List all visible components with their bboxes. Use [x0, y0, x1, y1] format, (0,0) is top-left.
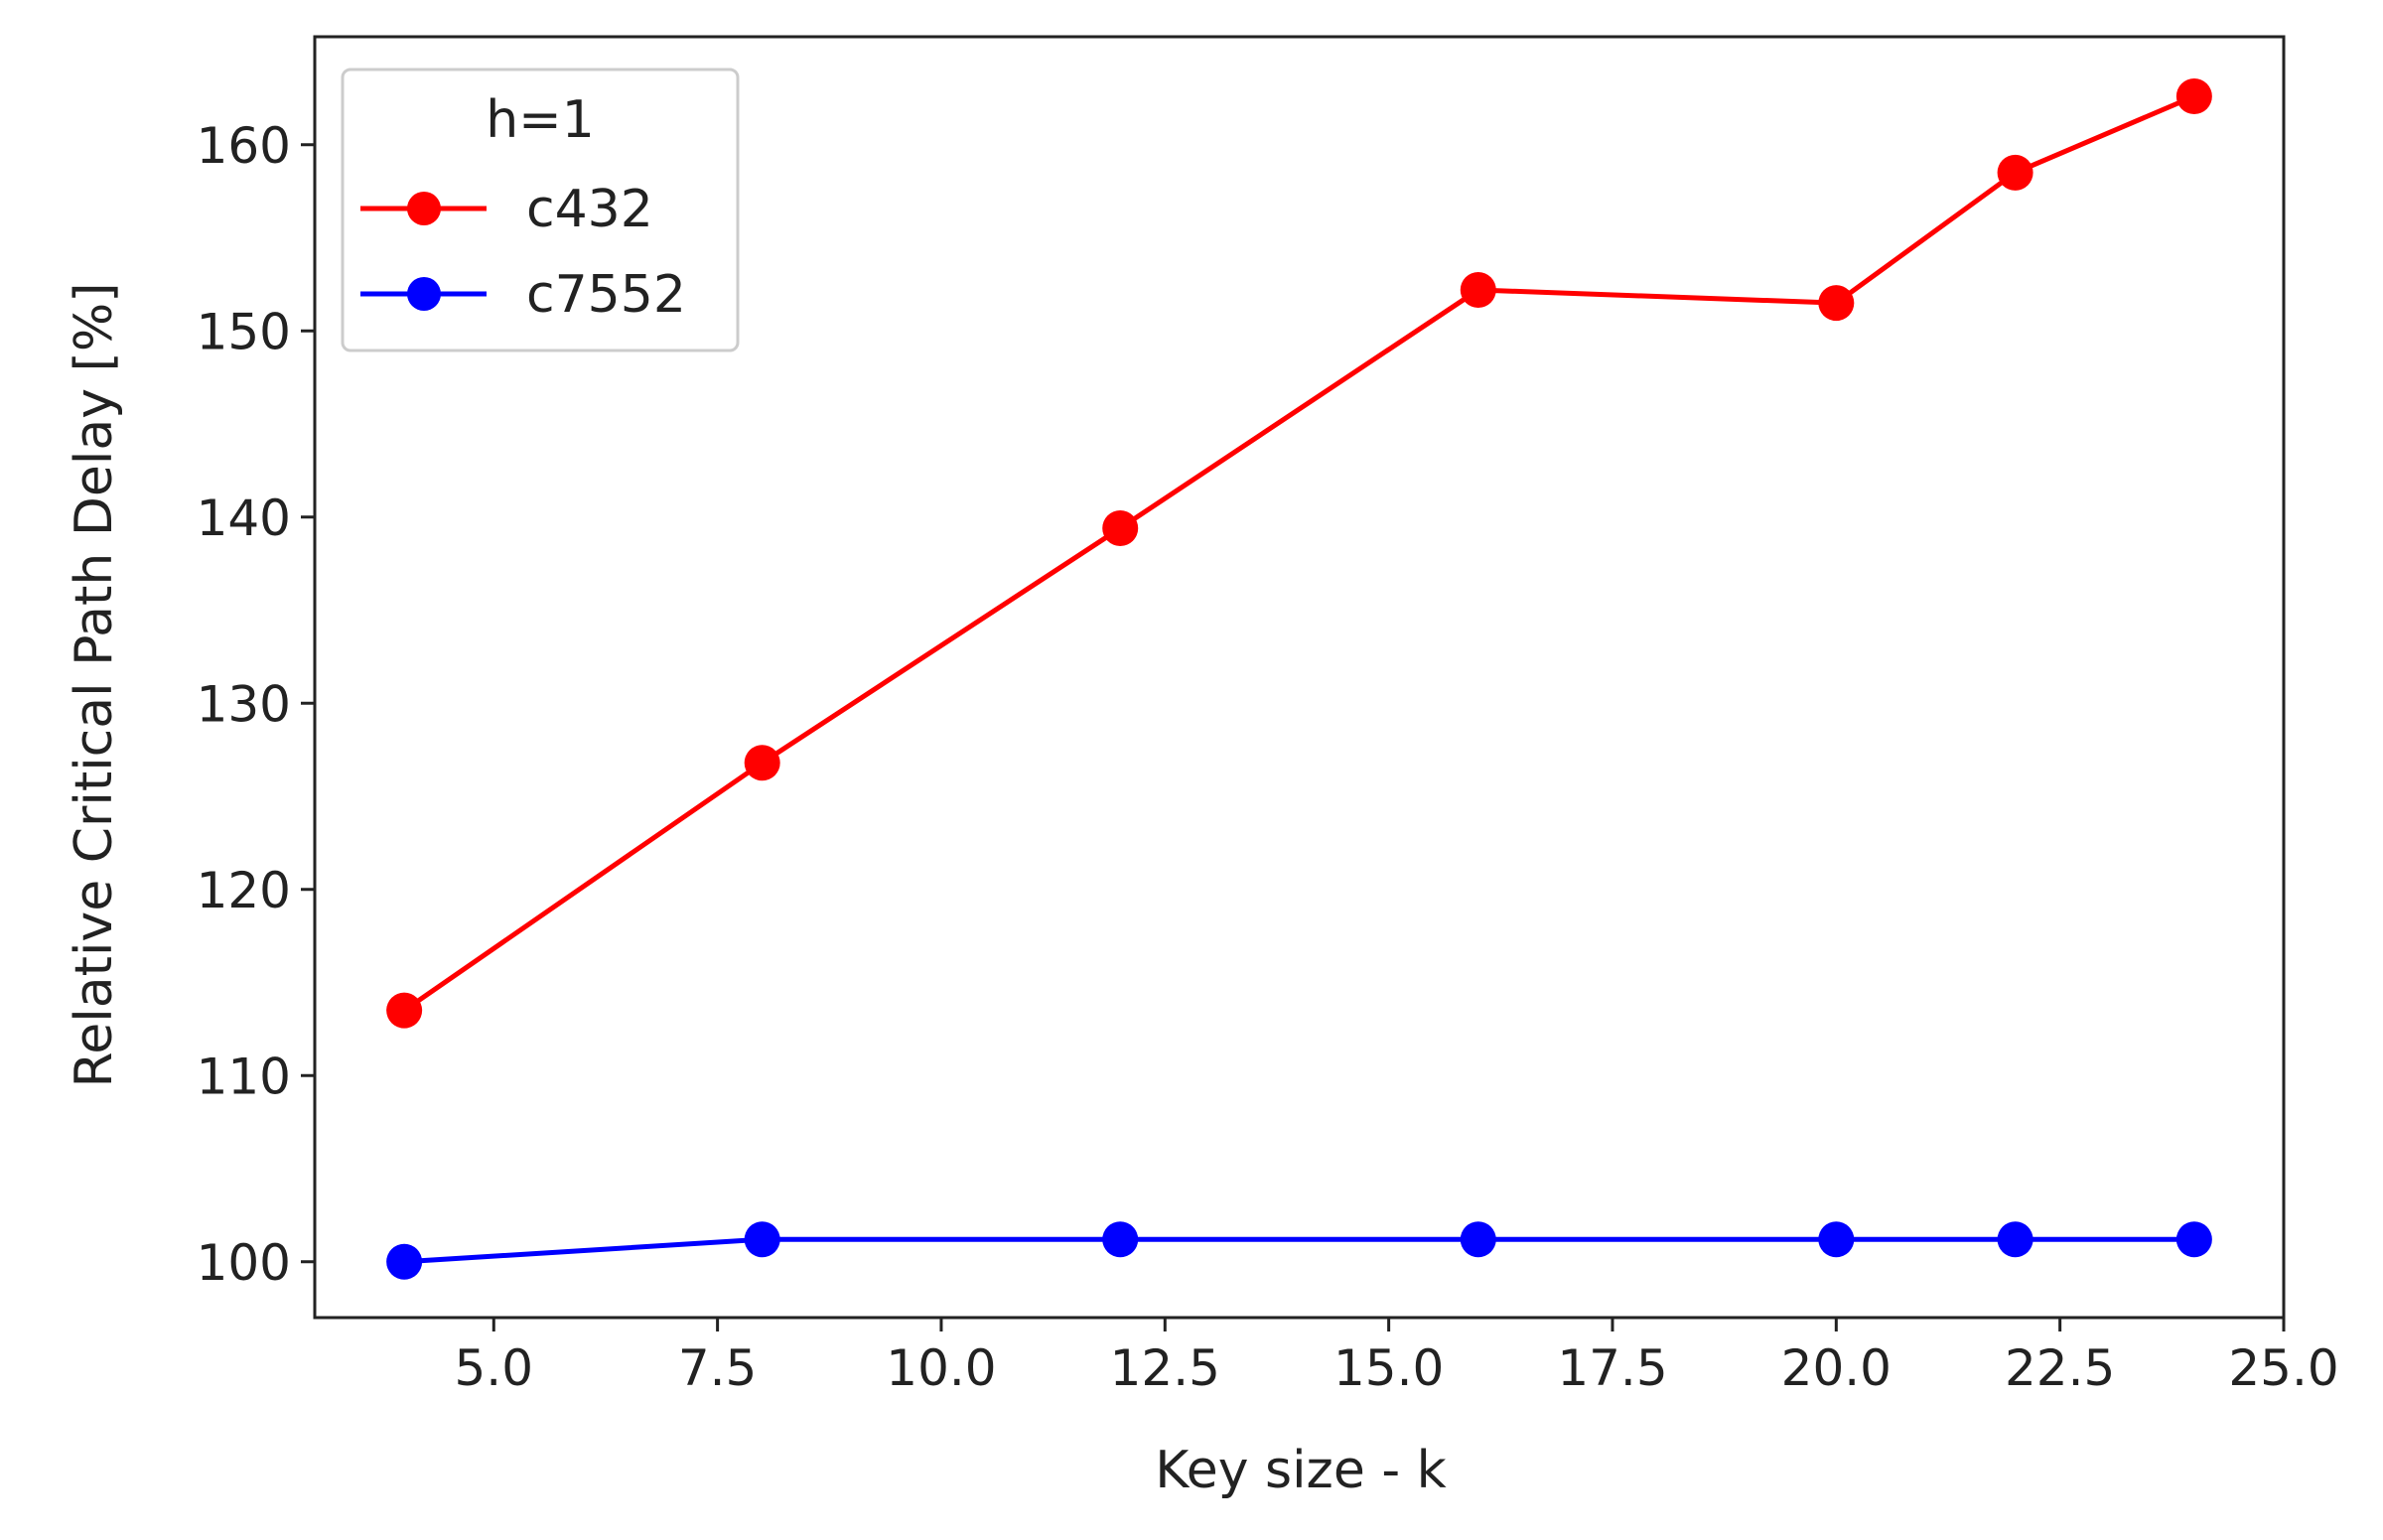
legend-label-c432: c432: [526, 180, 653, 239]
data-point-c432: [1102, 510, 1139, 546]
x-tick-label: 10.0: [886, 1339, 996, 1397]
legend-label-c7552: c7552: [526, 265, 686, 325]
x-tick-label: 22.5: [2005, 1339, 2115, 1397]
x-tick-label: 25.0: [2228, 1339, 2338, 1397]
y-tick-label: 130: [197, 675, 291, 733]
data-point-c7552: [744, 1221, 780, 1258]
x-tick-label: 7.5: [678, 1339, 758, 1397]
y-tick-label: 100: [197, 1234, 291, 1292]
data-point-c7552: [1818, 1221, 1855, 1258]
y-axis: 100 110 120 130 140 150 160: [197, 117, 315, 1292]
legend-box: [341, 68, 740, 352]
y-tick-label: 110: [197, 1048, 291, 1105]
y-tick-label: 160: [197, 117, 291, 175]
data-point-c432: [2175, 78, 2212, 114]
y-tick-label: 140: [197, 490, 291, 547]
x-tick-label: 17.5: [1557, 1339, 1667, 1397]
data-point-c432: [1818, 285, 1855, 322]
data-point-c7552: [1460, 1221, 1496, 1258]
legend-marker-c432: [407, 192, 441, 225]
data-point-c432: [744, 745, 780, 781]
data-point-c7552: [386, 1243, 423, 1280]
data-point-c432: [1997, 154, 2033, 191]
data-point-c7552: [1102, 1221, 1139, 1258]
y-tick-label: 150: [197, 303, 291, 360]
legend-marker-c7552: [407, 277, 441, 311]
data-point-c432: [386, 992, 423, 1029]
data-point-c7552: [2175, 1221, 2212, 1258]
x-tick-label: 20.0: [1781, 1339, 1892, 1397]
data-point-c432: [1460, 272, 1496, 308]
x-axis: 5.0 7.5 10.0 12.5 15.0 17.5 20.0 22.5 25.0: [455, 1318, 2339, 1397]
legend-title: h=1: [486, 90, 595, 150]
x-axis-title: Key size - k: [1155, 1441, 1447, 1500]
data-point-c7552: [1997, 1221, 2033, 1258]
x-tick-label: 12.5: [1110, 1339, 1220, 1397]
series-layer: [386, 78, 2212, 1280]
legend: h=1 c432 c7552: [341, 68, 740, 352]
x-tick-label: 15.0: [1333, 1339, 1444, 1397]
y-tick-label: 120: [197, 862, 291, 919]
x-tick-label: 5.0: [455, 1339, 534, 1397]
y-axis-title: Relative Critical Path Delay [%]: [65, 282, 124, 1087]
